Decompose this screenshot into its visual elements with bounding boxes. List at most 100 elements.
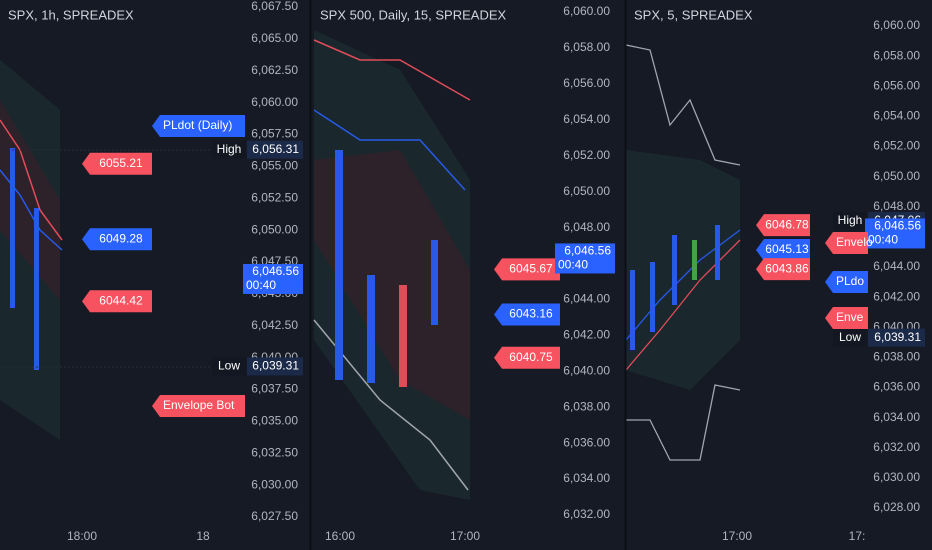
price-tag	[82, 152, 152, 175]
countdown: 00:40	[246, 278, 276, 292]
y-tick-label: 6,058.00	[873, 48, 920, 62]
last-price: 6,046.56	[874, 219, 921, 233]
price-tag-label: 6049.28	[99, 231, 143, 245]
indicator-label: PLdo	[836, 274, 864, 288]
y-tick-label: 6,067.50	[251, 0, 298, 13]
indicator-label-box	[825, 307, 868, 329]
price-tag-label: 6044.42	[99, 293, 143, 307]
price-tag-label: 6040.75	[509, 350, 553, 364]
x-tick-label: 18:00	[67, 529, 97, 543]
y-tick-label: 6,042.00	[873, 289, 920, 303]
level-name: Low	[218, 359, 240, 373]
y-tick-label: 6,034.00	[563, 471, 610, 485]
y-tick-label: 6,048.00	[563, 220, 610, 234]
price-tag-label: 6043.86	[765, 261, 809, 275]
level-name: High	[838, 213, 863, 227]
x-tick-label: 18	[196, 529, 210, 543]
price-tag-label: 6055.21	[99, 156, 143, 170]
y-tick-label: 6,042.00	[563, 328, 610, 342]
y-tick-label: 6,052.00	[873, 139, 920, 153]
y-tick-label: 6,040.00	[563, 363, 610, 377]
level-value-box	[868, 328, 925, 347]
price-tag-label: 6045.67	[509, 262, 553, 276]
indicator-label: Envelo	[836, 235, 873, 249]
last-price-box	[865, 218, 925, 249]
y-tick-label: 6,052.00	[563, 148, 610, 162]
price-tag	[756, 258, 810, 281]
price-tag-label: 6045.13	[765, 242, 809, 256]
last-price-box	[555, 243, 615, 274]
price-tag	[494, 303, 560, 326]
y-tick-label: 6,060.00	[563, 4, 610, 18]
y-tick-label: 6,054.00	[563, 112, 610, 126]
y-tick-label: 6,060.00	[873, 18, 920, 32]
y-tick-label: 6,032.00	[873, 440, 920, 454]
level-value-box	[247, 140, 303, 159]
y-tick-label: 6,038.00	[563, 399, 610, 413]
level-name: Low	[839, 330, 861, 344]
level-name-box	[212, 357, 246, 376]
indicator-label-box	[152, 115, 245, 137]
y-tick-label: 6,048.00	[873, 199, 920, 213]
y-tick-label: 6,065.00	[251, 31, 298, 45]
y-tick-label: 6,035.00	[251, 414, 298, 428]
y-tick-label: 6,036.00	[563, 435, 610, 449]
indicator-label-box	[825, 232, 868, 254]
y-tick-label: 6,050.00	[251, 222, 298, 236]
panel-2-drawing	[313, 30, 471, 500]
y-tick-label: 6,027.50	[251, 509, 298, 523]
level-value-box	[247, 357, 303, 376]
indicator-label-box	[825, 271, 868, 293]
y-tick-label: 6,038.00	[873, 350, 920, 364]
indicator-label: Enve	[836, 310, 864, 324]
y-tick-label: 6,050.00	[873, 169, 920, 183]
level-name-box	[833, 211, 867, 230]
y-tick-label: 6,037.50	[251, 382, 298, 396]
price-tag	[82, 228, 152, 251]
y-tick-label: 6,060.00	[251, 95, 298, 109]
y-tick-label: 6,052.50	[251, 190, 298, 204]
price-tag	[756, 214, 810, 237]
price-tag-label: 6046.78	[765, 217, 809, 231]
panel-title: SPX 500, Daily, 15, SPREADEX	[320, 7, 507, 22]
countdown: 00:40	[868, 233, 898, 247]
indicator-label: PLdot (Daily)	[163, 118, 232, 132]
countdown: 00:40	[558, 258, 588, 272]
level-value: 6,039.31	[252, 359, 299, 373]
y-tick-label: 6,036.00	[873, 380, 920, 394]
x-tick-label: 17:	[849, 529, 866, 543]
x-tick-label: 17:00	[722, 529, 752, 543]
y-tick-label: 6,056.00	[873, 78, 920, 92]
panel-3-drawing	[625, 44, 741, 461]
y-tick-label: 6,042.50	[251, 318, 298, 332]
y-tick-label: 6,028.00	[873, 500, 920, 514]
y-tick-label: 6,054.00	[873, 109, 920, 123]
price-tag	[494, 258, 560, 281]
level-name-box	[833, 328, 867, 347]
price-tag	[756, 239, 810, 261]
x-tick-label: 16:00	[325, 529, 355, 543]
indicator-label: Envelope Bot	[163, 398, 235, 412]
panel-1-drawing	[0, 60, 245, 440]
y-tick-label: 6,030.00	[873, 470, 920, 484]
y-tick-label: 6,062.50	[251, 63, 298, 77]
level-value: 6,056.31	[252, 142, 299, 156]
last-price-box	[243, 263, 303, 294]
price-tag	[494, 346, 560, 369]
y-tick-label: 6,032.50	[251, 445, 298, 459]
panel-title: SPX, 5, SPREADEX	[634, 7, 753, 22]
last-price: 6,046.56	[252, 264, 299, 278]
y-tick-label: 6,058.00	[563, 40, 610, 54]
panel-title: SPX, 1h, SPREADEX	[8, 7, 134, 22]
y-tick-label: 6,050.00	[563, 184, 610, 198]
y-tick-label: 6,034.00	[873, 410, 920, 424]
y-tick-label: 6,044.00	[873, 259, 920, 273]
y-tick-label: 6,056.00	[563, 76, 610, 90]
level-value: 6,039.31	[874, 330, 921, 344]
y-tick-label: 6,044.00	[563, 292, 610, 306]
level-name: High	[217, 142, 242, 156]
level-name-box	[212, 140, 246, 159]
y-tick-label: 6,055.00	[251, 159, 298, 173]
